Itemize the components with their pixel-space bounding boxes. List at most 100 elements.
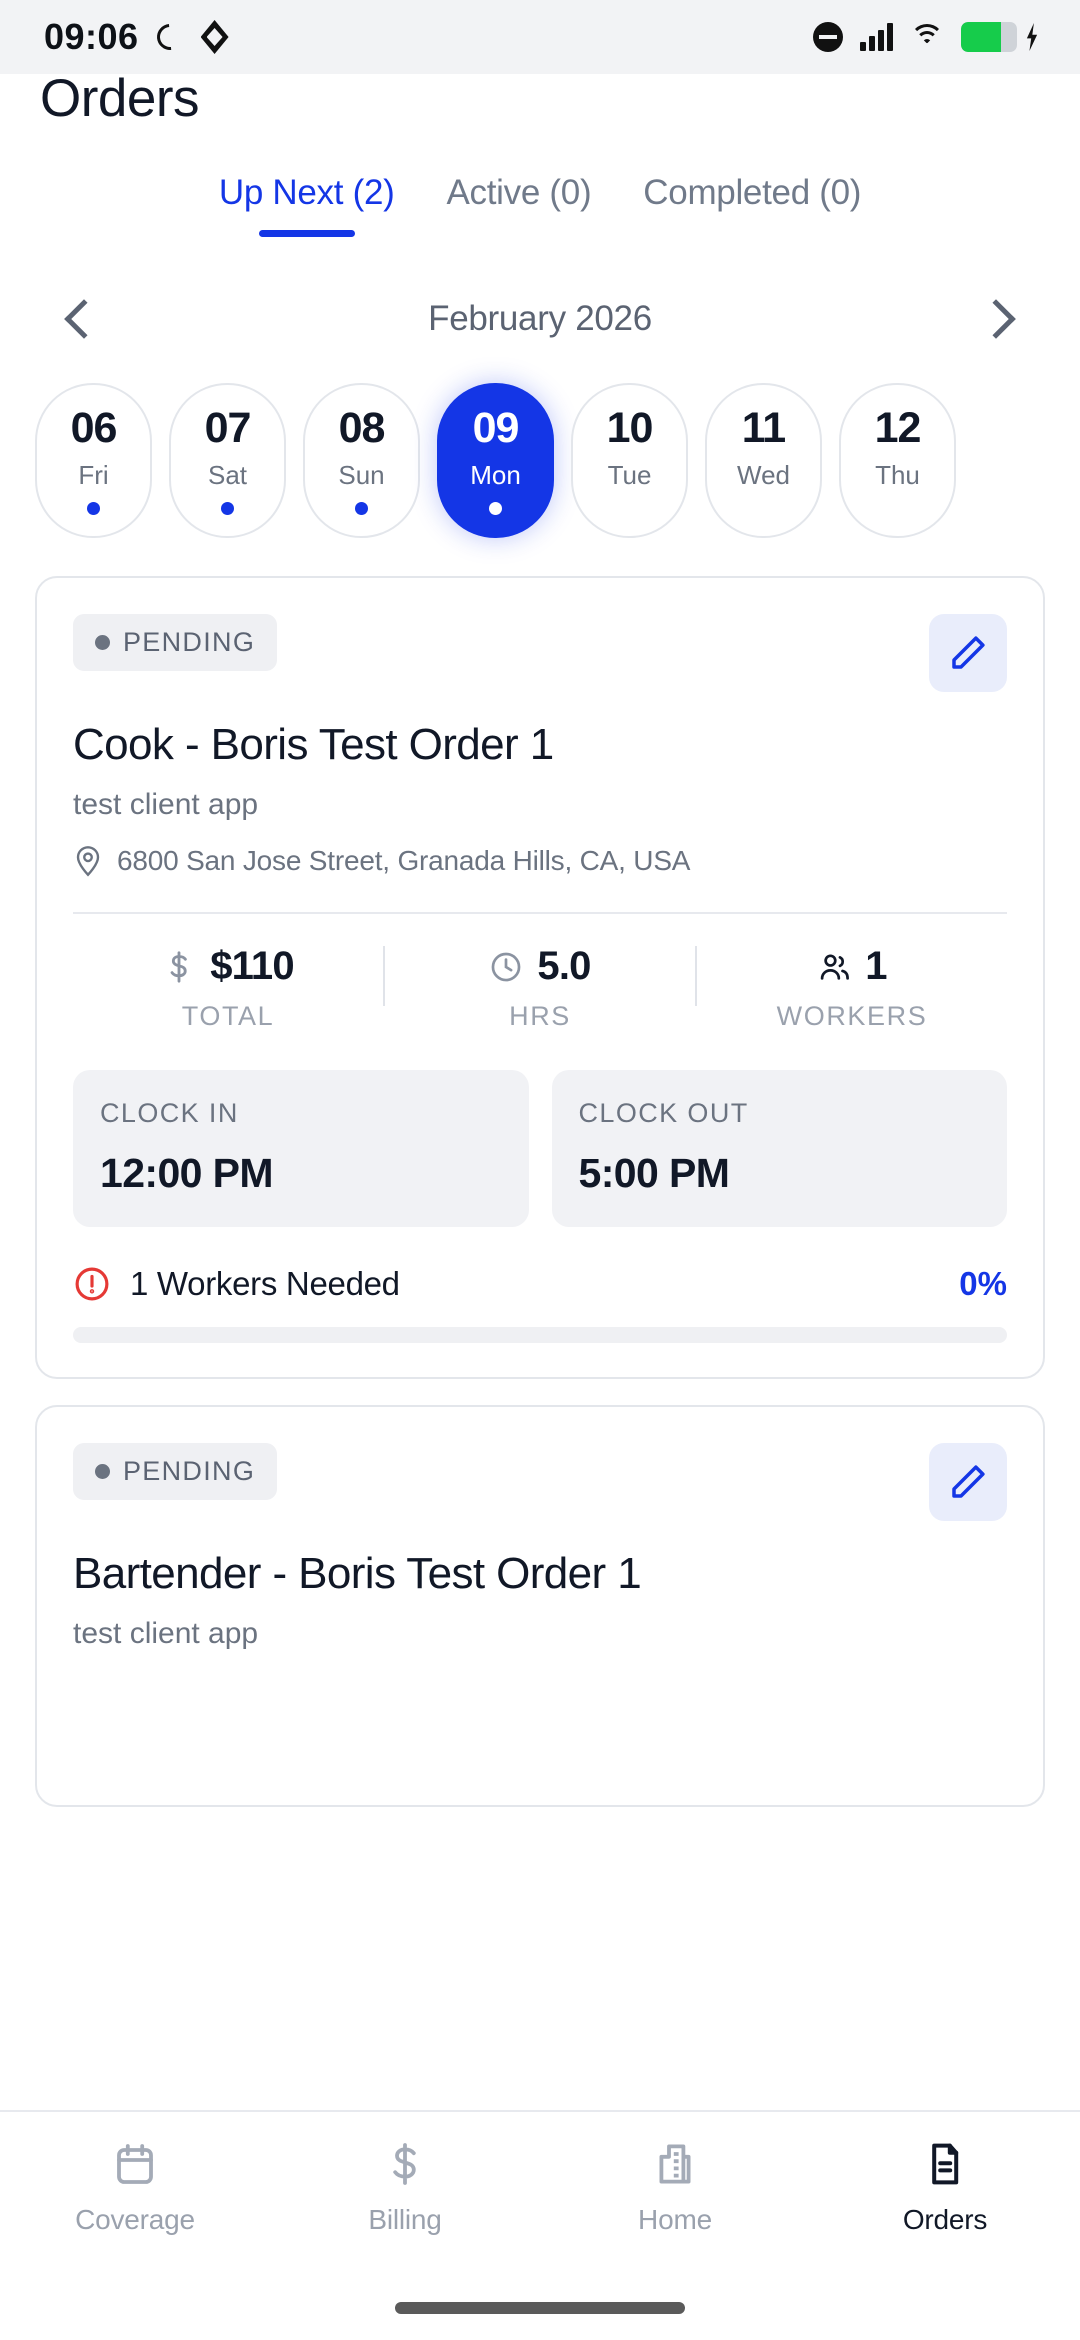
date-chip-dot — [221, 501, 234, 515]
clock-out-box[interactable]: CLOCK OUT 5:00 PM — [551, 1070, 1007, 1227]
stat-total-value: $110 — [210, 944, 294, 988]
tab-active[interactable]: Active (0) — [446, 173, 592, 212]
date-chip-dot — [87, 501, 100, 515]
date-chip-weekday: Tue — [607, 459, 652, 490]
workers-needed-text: 1 Workers Needed — [130, 1265, 400, 1302]
clock-row: CLOCK IN 12:00 PM CLOCK OUT 5:00 PM — [73, 1070, 1007, 1227]
status-badge-label: PENDING — [123, 1456, 256, 1486]
stat-total-label: TOTAL — [181, 1001, 275, 1031]
nav-item-orders[interactable]: Orders — [810, 2140, 1080, 2236]
workers-needed-left: 1 Workers Needed — [73, 1265, 400, 1303]
stat-hours-label: HRS — [509, 1001, 571, 1031]
clock-out-value: 5:00 PM — [578, 1150, 730, 1196]
nav-label-billing: Billing — [368, 2204, 442, 2235]
battery-charging-icon — [1024, 23, 1040, 51]
status-badge-label: PENDING — [123, 627, 256, 657]
chevron-right-icon[interactable] — [976, 299, 1016, 339]
do-not-disturb-icon — [813, 22, 843, 52]
order-title: Bartender - Boris Test Order 1 — [73, 1549, 642, 1598]
wifi-icon — [910, 24, 944, 50]
stat-divider — [695, 946, 697, 1006]
date-chip-11[interactable]: 11 Wed — [705, 383, 822, 538]
date-chip-day: 10 — [606, 403, 654, 452]
date-chip-07[interactable]: 07 Sat — [169, 383, 286, 538]
stat-hours: 5.0 HRS — [385, 944, 695, 1032]
page-title: Orders — [40, 69, 199, 128]
document-icon — [932, 2143, 959, 2185]
date-chip-weekday: Sun — [338, 459, 385, 490]
date-chip-09[interactable]: 09 Mon — [437, 383, 554, 538]
date-chip-weekday: Mon — [470, 459, 521, 490]
order-client: test client app — [73, 788, 259, 821]
nav-item-home[interactable]: Home — [540, 2140, 810, 2236]
stat-workers-row: 1 — [817, 944, 888, 989]
chevron-left-icon[interactable] — [64, 299, 104, 339]
clock-in-box[interactable]: CLOCK IN 12:00 PM — [73, 1070, 529, 1227]
scroll-area[interactable]: Orders Up Next (2) Active (0) Completed … — [0, 0, 1080, 2110]
date-chip-day: 12 — [874, 403, 922, 452]
workers-needed-row: 1 Workers Needed 0% — [73, 1265, 1007, 1303]
month-label: February 2026 — [428, 299, 652, 338]
date-chip-weekday: Sat — [207, 459, 248, 490]
date-chip-weekday: Wed — [737, 459, 790, 490]
stat-workers: 1 WORKERS — [697, 944, 1007, 1032]
date-chip-dot — [355, 501, 368, 515]
date-chip-06[interactable]: 06 Fri — [35, 383, 152, 538]
stat-total: $110 TOTAL — [73, 944, 383, 1032]
clock-icon — [492, 952, 521, 981]
status-bar: 09:06 — [0, 0, 1080, 74]
status-badge: PENDING — [73, 614, 278, 671]
nav-item-coverage[interactable]: Coverage — [0, 2140, 270, 2236]
order-stats: $110 TOTAL 5.0 HRS — [73, 944, 1007, 1032]
stat-total-row: $110 — [162, 944, 295, 989]
order-client: test client app — [73, 1617, 259, 1650]
date-chip-weekday: Thu — [875, 459, 920, 490]
dollar-icon — [393, 2143, 416, 2185]
date-chip-day: 07 — [204, 403, 252, 452]
status-bar-right — [813, 22, 1040, 52]
bottom-nav: Coverage Billing Home Orders — [0, 2110, 1080, 2340]
date-chip-10[interactable]: 10 Tue — [571, 383, 688, 538]
pencil-icon — [952, 636, 985, 669]
pencil-icon — [952, 1465, 985, 1498]
date-strip[interactable]: 06 Fri 07 Sat 08 Sun 09 Mon 10 Tue — [0, 339, 1080, 538]
edit-order-button[interactable] — [929, 614, 1007, 692]
date-chip-day: 11 — [741, 403, 786, 452]
stat-workers-value: 1 — [865, 944, 887, 988]
order-card[interactable]: PENDING Cook - Boris Test Order 1 test c… — [35, 576, 1045, 1379]
nav-label-coverage: Coverage — [75, 2204, 195, 2235]
order-list: PENDING Cook - Boris Test Order 1 test c… — [0, 576, 1080, 1807]
date-chip-12[interactable]: 12 Thu — [839, 383, 956, 538]
order-address-text: 6800 San Jose Street, Granada Hills, CA,… — [117, 845, 691, 876]
edit-order-button[interactable] — [929, 1443, 1007, 1521]
dollar-icon — [170, 950, 187, 983]
home-indicator — [395, 2302, 685, 2314]
nav-label-orders: Orders — [902, 2204, 988, 2235]
date-chip-weekday: Fri — [78, 459, 109, 490]
order-card-header: PENDING — [73, 614, 1007, 692]
order-title: Cook - Boris Test Order 1 — [73, 720, 554, 769]
status-bar-clock: 09:06 — [44, 16, 139, 57]
order-card-header: PENDING — [73, 1443, 1007, 1521]
clock-in-value: 12:00 PM — [100, 1150, 274, 1196]
order-card[interactable]: PENDING Bartender - Boris Test Order 1 t… — [35, 1405, 1045, 1807]
status-dot-icon — [95, 1464, 110, 1479]
tab-completed[interactable]: Completed (0) — [643, 173, 862, 212]
order-address: 6800 San Jose Street, Granada Hills, CA,… — [73, 844, 1007, 878]
people-icon — [821, 953, 850, 980]
clock-out-label: CLOCK OUT — [578, 1098, 749, 1128]
nav-item-billing[interactable]: Billing — [270, 2140, 540, 2236]
fill-percent: 0% — [959, 1265, 1007, 1302]
status-dot-icon — [95, 635, 110, 650]
clock-in-label: CLOCK IN — [100, 1098, 239, 1128]
stat-hours-row: 5.0 — [489, 944, 591, 989]
tab-bar: Up Next (2) Active (0) Completed (0) — [0, 173, 1080, 237]
card-divider — [73, 912, 1007, 914]
tab-up-next[interactable]: Up Next (2) — [219, 173, 395, 237]
cellular-signal-icon — [860, 23, 893, 51]
status-bar-left: 09:06 — [44, 16, 229, 58]
stat-divider — [383, 946, 385, 1006]
date-chip-dot — [489, 501, 502, 515]
date-chip-08[interactable]: 08 Sun — [303, 383, 420, 538]
